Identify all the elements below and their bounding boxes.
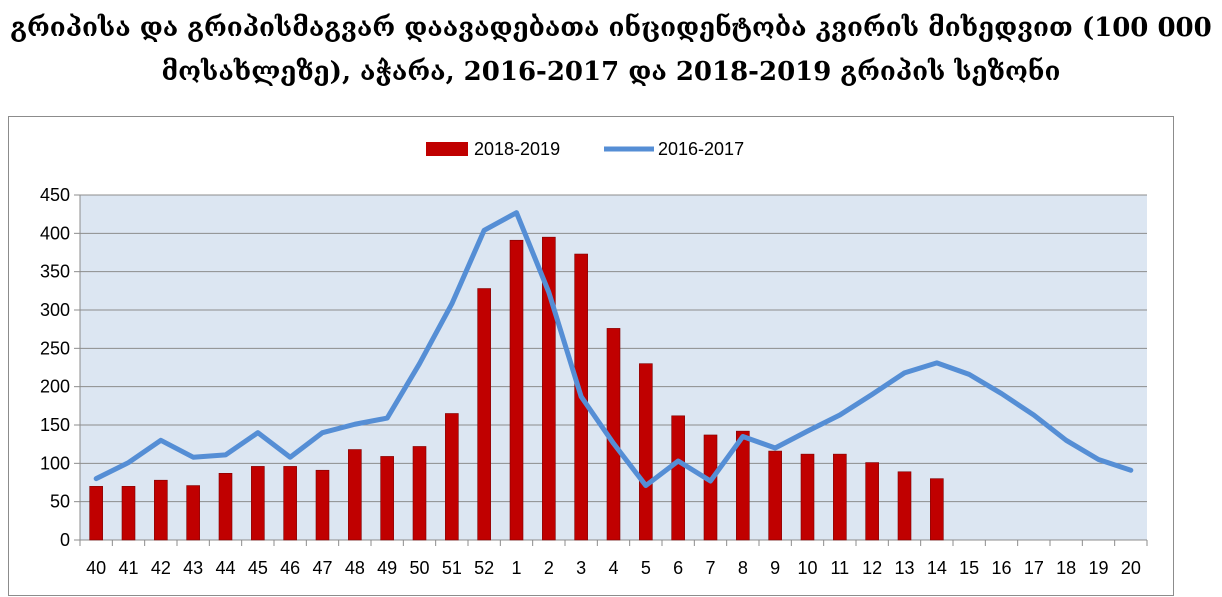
x-tick-label: 40 — [86, 558, 106, 578]
y-tick-label: 50 — [50, 492, 70, 512]
bar — [89, 486, 103, 541]
chart-title-line-2: მოსახლეზე), აჭარა, 2016-2017 და 2018-201… — [161, 57, 1061, 87]
bar — [671, 415, 685, 541]
x-tick-label: 20 — [1121, 558, 1141, 578]
x-tick-label: 43 — [183, 558, 203, 578]
legend-swatch-bar — [426, 142, 468, 156]
x-tick-label: 16 — [991, 558, 1011, 578]
x-tick-label: 5 — [641, 558, 651, 578]
bar — [865, 462, 879, 541]
bar — [251, 466, 265, 541]
bar — [348, 449, 362, 541]
x-tick-label: 4 — [608, 558, 618, 578]
x-tick-label: 44 — [215, 558, 235, 578]
x-tick-label: 18 — [1056, 558, 1076, 578]
x-tick-label: 50 — [409, 558, 429, 578]
x-tick-label: 17 — [1024, 558, 1044, 578]
y-tick-label: 150 — [40, 415, 70, 435]
bar — [121, 486, 136, 541]
x-tick-label: 48 — [345, 558, 365, 578]
bar — [380, 456, 394, 541]
x-tick-label: 45 — [248, 558, 268, 578]
legend: 2018-2019 2016-2017 — [426, 139, 744, 159]
y-tick-label: 400 — [40, 223, 70, 243]
bar — [800, 453, 815, 541]
x-tick-label: 2 — [544, 558, 554, 578]
x-tick-label: 46 — [280, 558, 300, 578]
x-tick-label: 1 — [511, 558, 521, 578]
bar — [477, 288, 491, 541]
bar — [218, 472, 233, 541]
bar — [930, 478, 944, 541]
x-tick-label: 42 — [151, 558, 171, 578]
bar — [445, 413, 459, 541]
bar — [186, 485, 200, 541]
y-tick-label: 300 — [40, 300, 70, 320]
x-tick-label: 6 — [673, 558, 683, 578]
bar — [833, 453, 847, 541]
x-tick-label: 51 — [442, 558, 462, 578]
x-tick-label: 14 — [927, 558, 947, 578]
chart-title-line-1: გრიპისა და გრიპისმაგვარ დაავადებათა ინცი… — [10, 13, 1212, 43]
x-tick-label: 10 — [797, 558, 817, 578]
x-tick-label: 12 — [862, 558, 882, 578]
bar — [639, 363, 653, 541]
x-axis: 40 41 42 43 44 45 46 47 48 49 50 51 52 1 2 3 4 5 6 7 8 9 10 11 1… — [79, 539, 1148, 578]
legend-label: 2018-2019 — [474, 139, 560, 159]
x-tick-label: 19 — [1088, 558, 1108, 578]
x-tick-label: 3 — [576, 558, 586, 578]
bar — [315, 469, 330, 541]
x-tick-label: 9 — [770, 558, 780, 578]
bar — [768, 450, 782, 541]
y-axis: 0 50 100 150 200 250 300 350 400 450 — [40, 185, 81, 550]
legend-label: 2016-2017 — [658, 139, 744, 159]
x-tick-label: 8 — [738, 558, 748, 578]
line-series — [93, 210, 1134, 489]
bar — [154, 479, 168, 541]
x-tick-label: 13 — [894, 558, 914, 578]
series-line — [93, 210, 1134, 489]
x-tick-label: 11 — [830, 558, 849, 578]
bar — [283, 466, 297, 541]
y-tick-label: 200 — [40, 377, 70, 397]
x-tick-label: 47 — [312, 558, 332, 578]
bar — [897, 471, 912, 541]
x-tick-label: 41 — [118, 558, 138, 578]
bar — [736, 430, 750, 541]
x-tick-label: 49 — [377, 558, 397, 578]
y-tick-label: 350 — [40, 262, 70, 282]
x-tick-label: 52 — [474, 558, 494, 578]
bar — [703, 434, 718, 541]
bar — [542, 236, 556, 541]
x-tick-label: 15 — [959, 558, 979, 578]
bar — [509, 239, 524, 541]
y-tick-label: 0 — [60, 530, 70, 550]
x-tick-label: 7 — [705, 558, 715, 578]
y-tick-label: 100 — [40, 453, 70, 473]
chart-title: გრიპისა და გრიპისმაგვარ დაავადებათა ინცი… — [0, 6, 1222, 94]
y-tick-label: 250 — [40, 338, 70, 358]
bar — [412, 446, 427, 541]
y-tick-label: 450 — [40, 185, 70, 205]
